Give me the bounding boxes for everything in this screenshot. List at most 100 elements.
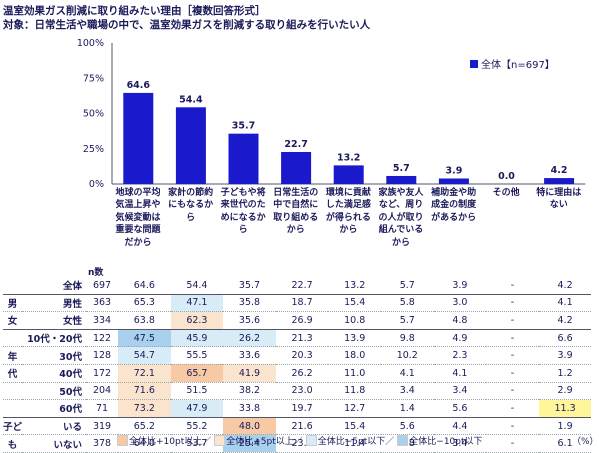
value-cell: 3.9 [538,346,592,365]
value-cell: 54.4 [170,277,224,295]
legend-swatch [470,59,478,68]
y-tick-label: 100% [77,38,104,49]
chart-title: 温室効果ガス削減に取り組みたい理由［複数回答形式］ [3,5,266,17]
group-label: 代 [3,364,23,383]
value-cell: 10.8 [328,311,381,330]
group-label: 子ど [3,417,23,436]
data-label: 3.9 [445,166,462,177]
value-cell: 65.3 [118,294,171,313]
data-label: 13.2 [337,152,360,163]
value-cell: 1.2 [538,364,592,383]
value-cell: - [486,364,539,383]
value-cell: 11.0 [328,364,381,383]
value-cell: - [486,382,539,401]
group-label [3,329,23,348]
segment-label: 全体 [22,277,87,295]
segment-label: いる [22,417,87,436]
value-cell: - [486,417,539,436]
value-cell: 26.9 [275,311,329,330]
category-label: 環境に貢献した満足感が得られるから [325,188,371,236]
n-value: 172 [86,364,119,383]
value-cell: 47.5 [118,329,171,348]
value-cell: 72.1 [118,364,171,383]
bar [175,107,206,184]
group-label: 女 [3,311,23,330]
value-cell: 2.3 [433,346,487,365]
value-cell: 38.2 [223,382,276,401]
value-cell: 1.4 [380,399,434,418]
n-value: 71 [86,399,119,418]
crosstab-table: 全体 697 64.6 54.4 35.7 22.7 13.2 5.7 3.9-4.2 男男性 36… [3,277,592,453]
value-cell: - [486,346,539,365]
n-value: 363 [86,294,119,313]
n-value: 122 [86,329,119,348]
value-cell: 3.0 [433,294,487,313]
value-cell: 63.8 [118,311,171,330]
footer-legend: 全体比+10pt以上／ 全体比+5pt以上／ 全体比−5pt以下／ 全体比−10pt以… [117,434,486,447]
value-cell: 54.7 [118,346,171,365]
value-cell: 65.2 [118,417,171,436]
table-row: 子ど いる 319 65.2 55.2 48.0 21.6 15.4 5.6 4.4-1.9 [3,417,592,436]
data-label: 4.2 [551,165,568,176]
value-cell: 22.7 [275,277,329,295]
value-cell: 71.6 [118,382,171,401]
value-cell: 47.1 [170,294,224,313]
value-cell: 64.6 [118,277,171,295]
n-value: 334 [86,311,119,330]
footer-legend-item: 全体比+5pt以上／ [214,434,303,447]
category-label: 地球の平均気温上昇や気候変動は重要な問題だから [115,188,161,248]
legend: 全体【n=697】 [470,56,555,71]
value-cell: 5.8 [380,294,434,313]
footer-label: 全体比−10pt以下 [409,437,483,447]
value-cell: 13.2 [328,277,381,295]
value-cell: 18.7 [275,294,329,313]
value-cell: 51.5 [170,382,224,401]
value-cell: 4.2 [538,277,592,295]
value-cell: 12.7 [328,399,381,418]
value-cell: - [486,434,539,453]
value-cell: 18.0 [328,346,381,365]
value-cell: 3.4 [380,382,434,401]
segment-label: 男性 [22,294,87,313]
data-label: 5.7 [393,163,410,174]
footer-swatch [214,435,226,446]
n-value: 378 [86,434,119,453]
segment-label: 女性 [22,311,87,330]
value-cell: 35.8 [223,294,276,313]
data-label: 0.0 [498,171,515,182]
group-label [3,277,23,295]
value-cell: 21.3 [275,329,329,348]
n-value: 319 [86,417,119,436]
value-cell: 48.0 [223,417,276,436]
value-cell: 3.9 [433,277,487,295]
value-cell: 11.3 [538,399,592,418]
table-row: 10代・20代 122 47.5 45.9 26.2 21.3 13.9 9.8 4.9-6.6 [3,329,592,348]
value-cell: 65.7 [170,364,224,383]
footer-swatch [305,435,317,446]
value-cell: 41.9 [223,364,276,383]
value-cell: 13.9 [328,329,381,348]
y-tick-label: 50% [83,109,104,120]
value-cell: - [486,329,539,348]
table-row: 男男性 363 65.3 47.1 35.8 18.7 15.4 5.8 3.0-4.1 [3,294,592,313]
footer-label: 全体比−5pt以下／ [317,437,395,447]
value-cell: 19.7 [275,399,329,418]
footer-legend-item: 全体比−5pt以下／ [305,434,395,447]
value-cell: 23.0 [275,382,329,401]
footer-swatch [117,435,128,446]
value-cell: 5.7 [380,311,434,330]
y-tick-label: 75% [83,73,104,84]
table-row: 年 30代 128 54.7 55.5 33.6 20.3 18.0 10.2 2.3-3.9 [3,346,592,365]
category-label: 日常生活の中で自然に取り組めるから [273,188,319,236]
unit-label: （%） [572,437,599,447]
value-cell: 73.2 [118,399,171,418]
segment-label: いない [22,434,87,453]
value-cell: - [486,277,539,295]
value-cell: 4.1 [433,364,487,383]
value-cell: 47.9 [170,399,224,418]
value-cell: 35.6 [223,311,276,330]
bar [544,178,575,184]
group-label [3,382,23,401]
group-label [3,399,23,418]
group-label: 男 [3,294,23,313]
